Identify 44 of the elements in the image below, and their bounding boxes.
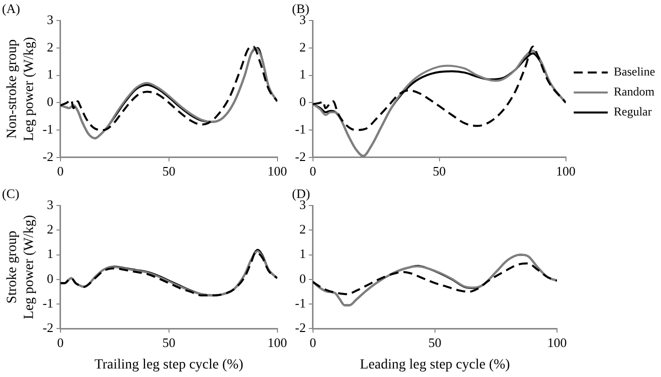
y-tick-label: 1 (299, 66, 306, 82)
y-tick-label: 2 (46, 222, 54, 237)
y-tick-label: 3 (46, 197, 54, 212)
y-tick-label: -2 (42, 320, 54, 336)
y-tick-label: 0 (299, 94, 306, 110)
y-tick-label: 0 (299, 270, 306, 286)
x-tick-label: 50 (432, 164, 446, 179)
y-tick-label: 3 (46, 12, 54, 28)
x-tick-label: 100 (268, 164, 287, 179)
y-axis-title: Stroke group Leg power (W/kg) (5, 214, 37, 320)
x-tick-label: 0 (310, 164, 316, 179)
y-tick-label: 2 (299, 39, 306, 54)
x-tick-label: 100 (556, 164, 576, 179)
y-tick-label: 1 (46, 246, 54, 262)
y-tick-label: -2 (42, 148, 54, 164)
x-axis-title: Leading leg step cycle (%) (360, 357, 510, 372)
y-tick-label: -1 (42, 121, 54, 136)
chart-title: (B) (292, 1, 310, 16)
legend-label: Regular (614, 104, 652, 119)
x-axis-title: Trailing leg step cycle (%) (94, 357, 244, 372)
y-tick-label: -1 (294, 295, 306, 310)
y-tick-label: -1 (294, 121, 306, 136)
x-tick-label: 50 (162, 334, 176, 350)
x-tick-label: 100 (268, 334, 287, 350)
y-tick-label: 2 (46, 39, 54, 54)
x-tick-label: 0 (57, 164, 64, 179)
legend-label: Random (614, 84, 656, 99)
chart-title: (C) (2, 186, 20, 202)
y-tick-label: 2 (299, 222, 306, 237)
x-tick-label: 100 (547, 334, 567, 350)
x-tick-label: 0 (57, 334, 64, 350)
legend-label: Baseline (614, 64, 656, 79)
y-tick-label: 0 (46, 270, 54, 286)
x-tick-label: 0 (310, 334, 316, 350)
x-tick-label: 50 (162, 164, 176, 179)
chart-title: (A) (2, 1, 20, 16)
y-tick-label: 1 (46, 66, 54, 82)
y-axis-title: Non-stroke group Leg power (W/kg) (5, 36, 37, 142)
y-tick-label: 1 (299, 246, 306, 262)
y-tick-label: 0 (46, 94, 54, 110)
y-tick-label: -2 (294, 320, 306, 336)
y-tick-label: -2 (294, 148, 306, 164)
y-tick-label: -1 (42, 295, 54, 310)
x-tick-label: 50 (428, 334, 442, 350)
